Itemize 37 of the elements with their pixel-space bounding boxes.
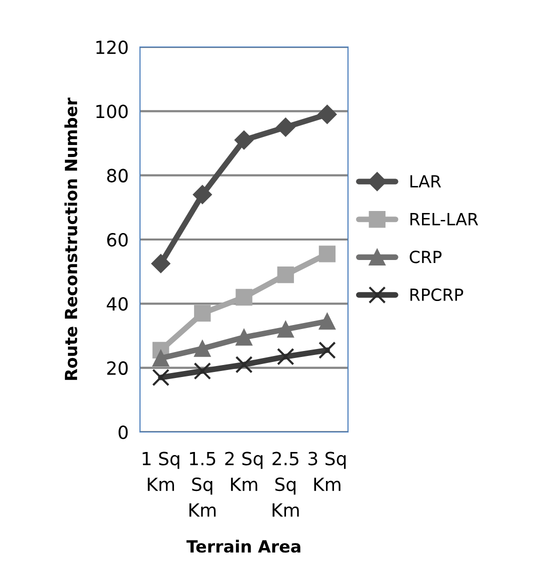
y-tick-label: 40	[106, 297, 128, 311]
point	[151, 254, 170, 274]
point	[194, 362, 212, 380]
x-tick-label: 2.5 Sq Km	[272, 452, 299, 517]
point	[194, 340, 211, 357]
legend-label: RPCRP	[410, 288, 464, 302]
legend-label: LAR	[410, 175, 441, 188]
point	[235, 356, 253, 374]
point	[194, 304, 211, 322]
point	[152, 368, 170, 386]
y-tick-label: 100	[96, 104, 128, 118]
y-axis-title: Route Reconstruction Number	[64, 98, 78, 380]
x-axis-title: Terrain Area	[186, 540, 300, 553]
point	[236, 288, 252, 306]
point	[277, 266, 294, 284]
point	[318, 104, 337, 124]
point	[318, 246, 336, 262]
point	[318, 312, 336, 330]
y-tick-label: 20	[107, 361, 128, 375]
x-tick-label: 1.5 Sq Km	[189, 452, 216, 517]
y-tick-label: 0	[118, 425, 128, 440]
legend-label: CRP	[410, 250, 442, 264]
y-tick-label: 80	[107, 168, 128, 182]
legend-label: REL-LAR	[410, 213, 478, 226]
point	[277, 321, 294, 338]
point	[276, 118, 296, 137]
y-tick-label: 120	[96, 40, 128, 54]
point	[318, 342, 336, 359]
y-tick-label: 60	[107, 232, 128, 247]
point	[234, 130, 254, 150]
point	[236, 329, 252, 346]
point	[276, 348, 294, 366]
point	[192, 185, 212, 204]
x-tick-label: 2 Sq Km	[225, 452, 262, 491]
point	[152, 350, 170, 367]
x-tick-label: 1 Sq Km	[142, 452, 180, 491]
x-tick-label: 3 Sq Km	[308, 452, 346, 491]
